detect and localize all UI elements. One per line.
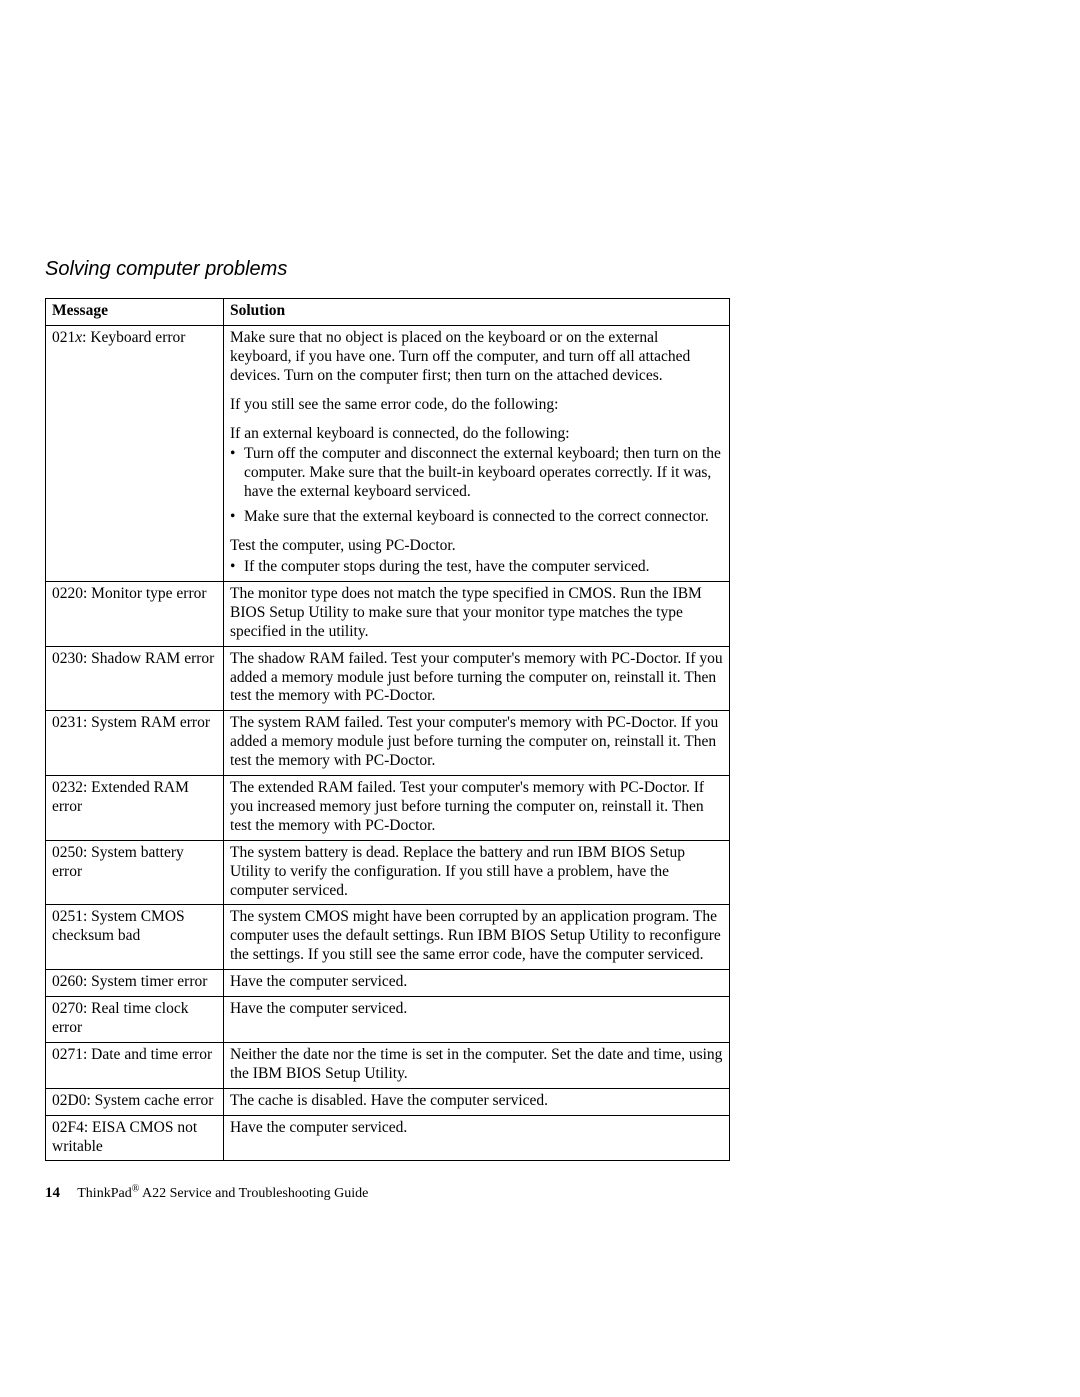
table-header-row: Message Solution <box>46 299 730 326</box>
solution-bullet-list: If the computer stops during the test, h… <box>230 558 723 577</box>
msg-text: : Keyboard error <box>82 329 185 346</box>
table-row: 0251: System CMOS checksum bad The syste… <box>46 905 730 970</box>
cell-solution: The system battery is dead. Replace the … <box>224 840 730 905</box>
cell-message: 0271: Date and time error <box>46 1042 224 1088</box>
msg-text: 021 <box>52 329 75 346</box>
section-title: Solving computer problems <box>45 258 287 281</box>
cell-solution: Make sure that no object is placed on th… <box>224 325 730 581</box>
error-table-container: Message Solution 021x: Keyboard error Ma… <box>45 298 730 1161</box>
table-row: 0270: Real time clock error Have the com… <box>46 997 730 1043</box>
cell-solution: Have the computer serviced. <box>224 997 730 1043</box>
cell-message: 0270: Real time clock error <box>46 997 224 1043</box>
cell-solution: The monitor type does not match the type… <box>224 581 730 646</box>
cell-message: 0220: Monitor type error <box>46 581 224 646</box>
cell-message: 0232: Extended RAM error <box>46 776 224 841</box>
solution-paragraph: Test the computer, using PC-Doctor. <box>230 537 723 556</box>
table-row: 0231: System RAM error The system RAM fa… <box>46 711 730 776</box>
cell-solution: The cache is disabled. Have the computer… <box>224 1088 730 1115</box>
cell-message: 02D0: System cache error <box>46 1088 224 1115</box>
table-row: 02D0: System cache error The cache is di… <box>46 1088 730 1115</box>
table-row: 0260: System timer error Have the comput… <box>46 970 730 997</box>
footer-text: ThinkPad <box>77 1186 131 1201</box>
solution-bullet: Turn off the computer and disconnect the… <box>230 445 723 502</box>
table-row: 0271: Date and time error Neither the da… <box>46 1042 730 1088</box>
table-row: 0220: Monitor type error The monitor typ… <box>46 581 730 646</box>
table-row: 0250: System battery error The system ba… <box>46 840 730 905</box>
solution-paragraph: If an external keyboard is connected, do… <box>230 425 723 444</box>
cell-message: 0230: Shadow RAM error <box>46 646 224 711</box>
table-row: 02F4: EISA CMOS not writable Have the co… <box>46 1115 730 1161</box>
page-footer: 14 ThinkPad® A22 Service and Troubleshoo… <box>45 1183 368 1202</box>
table-row: 021x: Keyboard error Make sure that no o… <box>46 325 730 581</box>
page-number: 14 <box>45 1185 60 1201</box>
cell-solution: Have the computer serviced. <box>224 1115 730 1161</box>
cell-solution: Neither the date nor the time is set in … <box>224 1042 730 1088</box>
cell-solution: The extended RAM failed. Test your compu… <box>224 776 730 841</box>
cell-solution: The shadow RAM failed. Test your compute… <box>224 646 730 711</box>
cell-solution: Have the computer serviced. <box>224 970 730 997</box>
solution-paragraph: Make sure that no object is placed on th… <box>230 329 723 386</box>
solution-bullet-list: Turn off the computer and disconnect the… <box>230 445 723 527</box>
cell-message: 021x: Keyboard error <box>46 325 224 581</box>
col-header-solution: Solution <box>224 299 730 326</box>
table-row: 0230: Shadow RAM error The shadow RAM fa… <box>46 646 730 711</box>
cell-solution: The system RAM failed. Test your compute… <box>224 711 730 776</box>
error-table: Message Solution 021x: Keyboard error Ma… <box>45 298 730 1161</box>
table-row: 0232: Extended RAM error The extended RA… <box>46 776 730 841</box>
solution-bullet: If the computer stops during the test, h… <box>230 558 723 577</box>
cell-solution: The system CMOS might have been corrupte… <box>224 905 730 970</box>
cell-message: 0251: System CMOS checksum bad <box>46 905 224 970</box>
footer-text: A22 Service and Troubleshooting Guide <box>139 1186 368 1201</box>
cell-message: 0250: System battery error <box>46 840 224 905</box>
col-header-message: Message <box>46 299 224 326</box>
footer-book-title: ThinkPad® A22 Service and Troubleshootin… <box>77 1186 368 1201</box>
cell-message: 0260: System timer error <box>46 970 224 997</box>
solution-bullet: Make sure that the external keyboard is … <box>230 508 723 527</box>
solution-paragraph: If you still see the same error code, do… <box>230 396 723 415</box>
cell-message: 02F4: EISA CMOS not writable <box>46 1115 224 1161</box>
page: Solving computer problems Message Soluti… <box>0 0 1080 1397</box>
cell-message: 0231: System RAM error <box>46 711 224 776</box>
